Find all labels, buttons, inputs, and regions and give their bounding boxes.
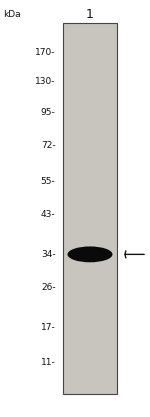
Text: 17-: 17-: [41, 323, 56, 332]
Text: kDa: kDa: [3, 10, 21, 19]
Text: 34-: 34-: [41, 250, 56, 259]
Text: 26-: 26-: [41, 283, 56, 292]
Text: 170-: 170-: [35, 48, 56, 57]
Ellipse shape: [68, 246, 112, 262]
Text: 1: 1: [86, 8, 94, 21]
Text: 95-: 95-: [41, 108, 56, 117]
Text: 11-: 11-: [41, 358, 56, 367]
Bar: [63, 23, 117, 394]
Text: 130-: 130-: [35, 77, 56, 86]
Text: 72-: 72-: [41, 141, 56, 151]
Text: 43-: 43-: [41, 210, 56, 219]
Text: 55-: 55-: [41, 177, 56, 186]
